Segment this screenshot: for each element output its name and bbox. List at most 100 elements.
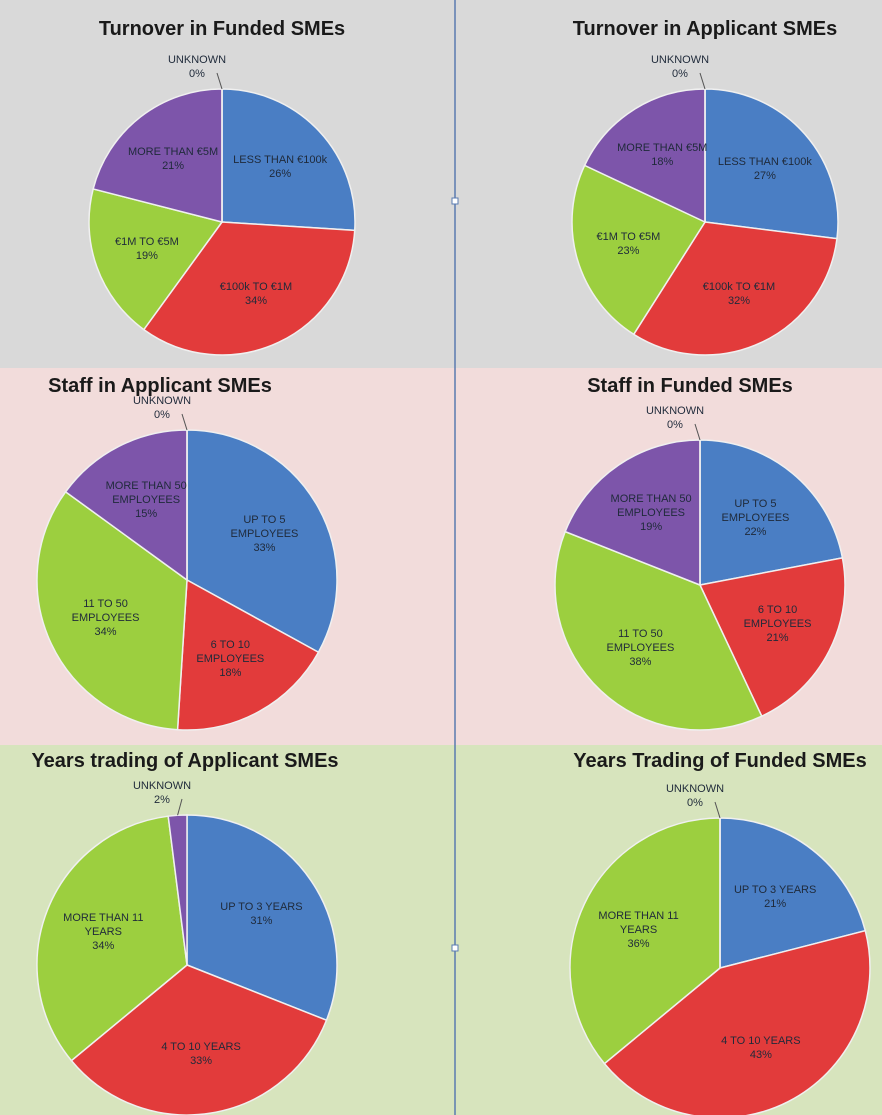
slice-label: UNKNOWN 0%: [110, 394, 214, 422]
pie-slice: [176, 578, 320, 731]
handle: [451, 197, 459, 205]
category-label: MORE THAN 50 EMPLOYEES: [610, 493, 692, 520]
value-label: 31%: [250, 915, 273, 928]
leader-line: [699, 72, 706, 90]
pie-slice: [571, 164, 707, 336]
leader-line: [177, 798, 183, 816]
leader-line: [181, 413, 188, 431]
value-label: 0%: [687, 797, 703, 809]
value-label: 22%: [744, 525, 767, 538]
value-label: 32%: [727, 295, 750, 308]
category-label: UNKNOWN: [167, 54, 227, 66]
slice-label: MORE THAN €5M 18%: [610, 141, 714, 169]
value-label: 23%: [617, 245, 640, 258]
slice-label: MORE THAN 50 EMPLOYEES 19%: [599, 492, 703, 534]
leader-line: [694, 423, 701, 441]
pie-slice: [554, 530, 763, 731]
category-label: €1M TO €5M: [115, 236, 179, 249]
value-label: 0%: [154, 409, 170, 421]
category-label: MORE THAN 11 YEARS: [598, 909, 679, 936]
category-label: UNKNOWN: [132, 780, 192, 792]
category-label: MORE THAN 50 EMPLOYEES: [105, 479, 187, 506]
pie-slice: [719, 817, 867, 969]
slice-label: MORE THAN 50 EMPLOYEES 15%: [94, 479, 198, 521]
value-label: 15%: [135, 507, 158, 520]
value-label: 0%: [667, 419, 683, 431]
chart-title: Years trading of Applicant SMEs: [31, 750, 339, 772]
value-label: 21%: [764, 897, 787, 910]
value-label: 21%: [766, 632, 789, 645]
category-label: €1M TO €5M: [596, 231, 661, 244]
slice-label: 6 TO 10 EMPLOYEES 21%: [726, 603, 830, 645]
category-label: 6 TO 10 EMPLOYEES: [743, 604, 812, 631]
slice-label: 11 TO 50 EMPLOYEES 34%: [54, 597, 158, 639]
slice-label: 4 TO 10 YEARS 33%: [149, 1040, 253, 1068]
slice-label: UP TO 3 YEARS 31%: [209, 900, 313, 928]
slice-label: UNKNOWN 0%: [643, 782, 747, 810]
handle: [451, 944, 459, 952]
category-label: UNKNOWN: [645, 405, 705, 417]
slice-label: LESS THAN €100k 27%: [713, 155, 817, 183]
category-label: UNKNOWN: [650, 54, 710, 66]
slice-label: MORE THAN 11 YEARS 34%: [51, 911, 155, 953]
category-label: 6 TO 10 EMPLOYEES: [196, 638, 265, 665]
slice-label: UNKNOWN 0%: [145, 53, 249, 81]
chart-title: Turnover in Applicant SMEs: [572, 18, 838, 40]
value-label: 36%: [627, 937, 650, 950]
slice-label: UP TO 3 YEARS 21%: [723, 883, 827, 911]
pie-slice: [88, 188, 224, 331]
category-label: €100k TO €1M: [702, 281, 776, 294]
value-label: 43%: [749, 1049, 772, 1062]
pie-slice: [64, 429, 188, 582]
pie-slice: [186, 814, 338, 1022]
leader-line: [714, 801, 721, 819]
category-label: 11 TO 50 EMPLOYEES: [606, 628, 675, 655]
category-label: 11 TO 50 EMPLOYEES: [71, 598, 140, 625]
slice-label: UNKNOWN 0%: [628, 53, 732, 81]
pie-slice: [36, 490, 188, 731]
value-label: 19%: [135, 250, 158, 263]
pie-slice: [583, 88, 706, 224]
slice-label: MORE THAN €5M 21%: [121, 145, 225, 173]
value-label: 34%: [244, 295, 267, 308]
leader-line: [216, 72, 223, 90]
pie-slice: [221, 88, 356, 232]
value-label: 18%: [651, 155, 674, 168]
slice-label: MORE THAN 11 YEARS 36%: [587, 909, 691, 951]
pie-slice: [698, 556, 846, 718]
value-label: 19%: [640, 521, 663, 534]
category-label: 4 TO 10 YEARS: [161, 1040, 241, 1053]
category-label: UNKNOWN: [665, 783, 725, 795]
value-label: 0%: [672, 68, 688, 80]
pie-slice: [70, 964, 328, 1115]
category-label: MORE THAN 11 YEARS: [63, 911, 144, 938]
pie-slice: [704, 88, 839, 240]
slice-label: 4 TO 10 YEARS 43%: [709, 1034, 813, 1062]
pie-slice: [167, 814, 188, 966]
pie-slice: [142, 221, 356, 356]
value-label: 0%: [189, 68, 205, 80]
category-label: MORE THAN €5M: [617, 141, 708, 154]
value-label: 34%: [94, 626, 117, 639]
slice-label: 11 TO 50 EMPLOYEES 38%: [588, 627, 692, 669]
category-label: UP TO 5 EMPLOYEES: [230, 514, 299, 541]
category-label: LESS THAN €100k: [233, 154, 328, 167]
slice-label: €1M TO €5M 23%: [576, 230, 680, 258]
pie-slice: [603, 929, 871, 1115]
slice-label: €100k TO €1M 32%: [687, 280, 791, 308]
chart-title: Staff in Funded SMEs: [587, 375, 793, 397]
value-label: 27%: [753, 170, 776, 183]
category-label: UP TO 5 EMPLOYEES: [721, 497, 790, 524]
chart-title: Staff in Applicant SMEs: [48, 375, 272, 397]
pie-slice: [569, 817, 721, 1065]
slice-label: €1M TO €5M 19%: [95, 235, 199, 263]
pie-slice: [699, 439, 844, 586]
value-label: 38%: [629, 656, 652, 669]
pie-slice: [36, 815, 188, 1062]
category-label: UP TO 3 YEARS: [220, 901, 303, 914]
value-label: 26%: [269, 168, 292, 181]
category-label: €100k TO €1M: [219, 281, 293, 294]
pie-slice: [92, 88, 223, 223]
